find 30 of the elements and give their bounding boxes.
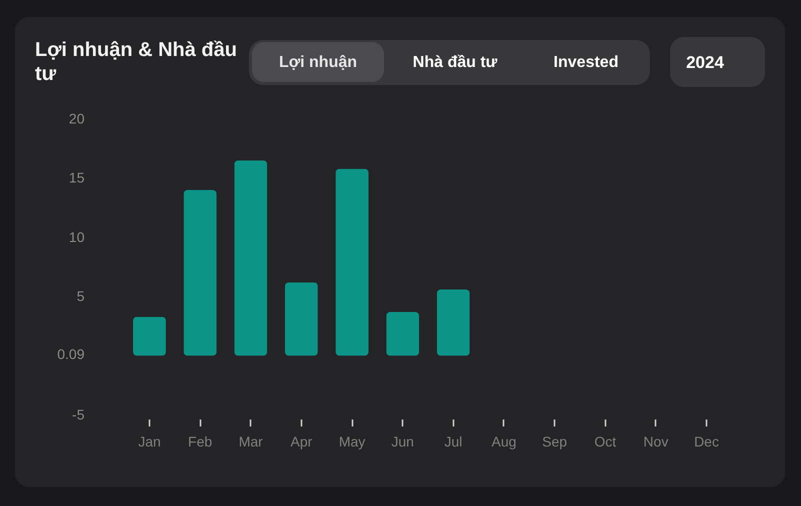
x-tick-label: Aug xyxy=(492,434,516,450)
bar xyxy=(234,160,268,356)
x-tick-label: Mar xyxy=(238,434,264,450)
x-tick-label: Dec xyxy=(694,434,719,450)
y-tick-label: 15 xyxy=(68,170,85,186)
text: Lợi nhuận xyxy=(278,54,358,71)
x-tick-label: Oct xyxy=(594,434,616,450)
y-tick-label: 0.09 xyxy=(57,346,85,362)
y-tick-label: -5 xyxy=(72,406,85,422)
bar xyxy=(386,312,420,356)
bar xyxy=(184,190,217,356)
x-tick-label: Sep xyxy=(542,434,568,450)
x-tick-label: Apr xyxy=(290,434,313,450)
x-tick-label: May xyxy=(338,434,366,450)
bar xyxy=(336,168,368,356)
bar xyxy=(284,282,318,356)
x-tick-label: Feb xyxy=(188,434,212,450)
x-tick-label: Jul xyxy=(444,434,462,450)
x-tick-label: Jun xyxy=(391,434,414,450)
y-tick-label: 20 xyxy=(68,110,85,126)
chart-title: Lợi nhuận & Nhà đầu tư xyxy=(35,39,237,85)
text: 2024 xyxy=(686,53,724,72)
y-tick-label: 5 xyxy=(76,288,85,304)
y-tick-label: 10 xyxy=(68,228,85,245)
bar xyxy=(133,316,166,356)
text: Invested xyxy=(554,54,618,71)
x-tick-label: Nov xyxy=(643,434,668,450)
bar xyxy=(436,289,470,356)
x-tick-label: Jan xyxy=(138,434,161,450)
text: Nhà đầu tư xyxy=(412,54,498,71)
